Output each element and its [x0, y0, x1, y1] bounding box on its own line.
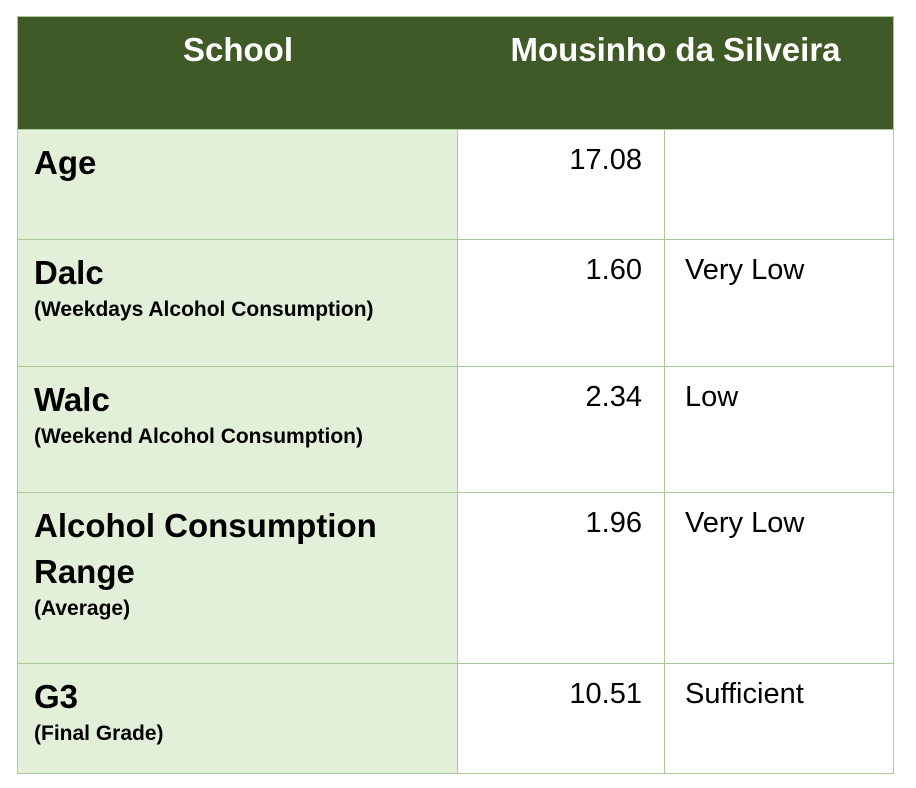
table-row: Walc (Weekend Alcohol Consumption) 2.34 … [18, 366, 893, 492]
row-sublabel: (Weekdays Alcohol Consumption) [34, 298, 374, 321]
row-rating: Low [685, 381, 739, 413]
row-value: 2.34 [458, 367, 665, 492]
table-row: Age 17.08 [18, 129, 893, 239]
header-school: School [182, 31, 293, 68]
row-sublabel: (Weekend Alcohol Consumption) [34, 425, 363, 448]
row-value: 1.96 [458, 493, 665, 663]
row-value: 1.60 [458, 240, 665, 366]
table-header: School Mousinho da Silveira [18, 17, 893, 129]
row-sublabel: (Average) [34, 597, 131, 620]
row-value: 17.08 [458, 130, 665, 239]
row-label: Dalc [34, 254, 104, 291]
row-label: Age [34, 144, 97, 181]
row-label-cell: G3 (Final Grade) [18, 664, 458, 773]
row-rating: Very Low [685, 254, 805, 286]
row-label: Walc [34, 381, 110, 418]
row-label-cell: Walc (Weekend Alcohol Consumption) [18, 367, 458, 492]
data-table: School Mousinho da Silveira Age 17.08 Da… [17, 16, 894, 774]
row-label-cell: Dalc (Weekdays Alcohol Consumption) [18, 240, 458, 366]
table-row: Alcohol Consumption Range (Average) 1.96… [18, 492, 893, 663]
row-label-cell: Age [18, 130, 458, 239]
row-label-cell: Alcohol Consumption Range (Average) [18, 493, 458, 663]
row-label: Alcohol Consumption Range [34, 507, 377, 590]
table-row: Dalc (Weekdays Alcohol Consumption) 1.60… [18, 239, 893, 366]
row-rating: Very Low [685, 507, 805, 539]
row-label: G3 [34, 678, 79, 715]
header-school-name: Mousinho da Silveira [510, 31, 841, 68]
row-rating: Sufficient [685, 678, 804, 710]
table-row: G3 (Final Grade) 10.51 Sufficient [18, 663, 893, 773]
row-value: 10.51 [458, 664, 665, 773]
row-rating [665, 130, 893, 239]
row-sublabel: (Final Grade) [34, 722, 164, 745]
